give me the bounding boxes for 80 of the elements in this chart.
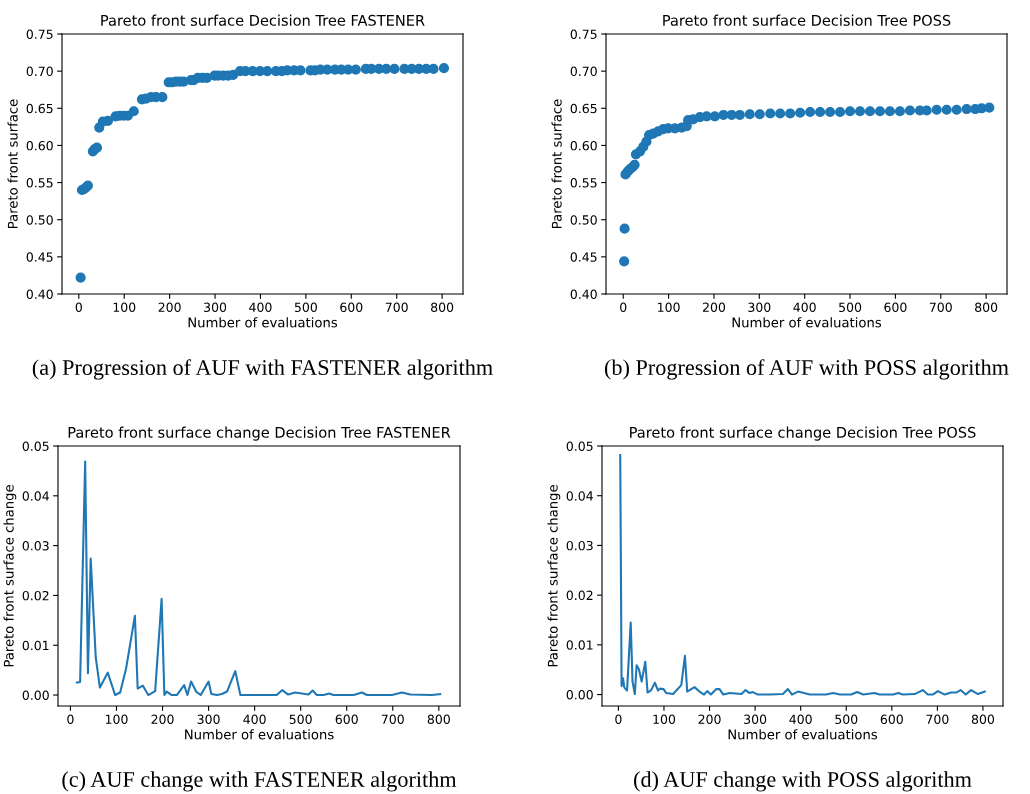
x-tick-label: 500 [835,714,858,725]
y-tick-label: 0.45 [26,252,53,262]
y-tick-label: 0.05 [566,441,593,451]
x-tick-label: 400 [789,714,812,725]
y-tick-label: 0.50 [26,215,53,225]
x-tick-label: 600 [880,714,903,725]
x-tick-label: 300 [748,302,771,313]
y-tick-label: 0.04 [566,491,593,501]
y-tick-label: 0.01 [22,640,49,651]
y-tick-label: 0.55 [26,178,53,188]
y-tick-label: 0.55 [570,178,597,188]
text: (c) AUF change with FASTENER algorithm [62,771,457,792]
chart-title: Pareto front surface change Decision Tree FASTENER [68,426,451,441]
x-tick-label: 300 [744,714,767,725]
x-tick-label: 800 [431,302,454,313]
x-tick-label: 800 [971,714,995,725]
text: (d) AUF change with POSS algorithm [634,771,972,792]
x-tick-label: 700 [385,302,408,313]
y-tick-label: 0.50 [570,215,597,225]
x-tick-label: 800 [427,714,450,725]
y-tick-label: 0.02 [22,590,49,601]
x-tick-label: 0 [620,302,627,313]
y-tick-label: 0.04 [22,491,49,501]
chart-title: Pareto front surface Decision Tree FASTENER [101,14,425,26]
y-axis-title: Pareto front surface change [547,485,561,667]
y-tick-label: 0.40 [26,289,53,299]
y-tick-label: 0.70 [26,66,53,77]
x-tick-label: 200 [702,302,726,313]
chart-title: Pareto front surface Decision Tree POSS [663,14,951,26]
y-tick-label: 0.75 [26,29,53,39]
y-tick-label: 0.03 [566,540,593,551]
y-axis-title: Pareto front surface change [3,485,17,667]
x-tick-label: 500 [289,714,312,725]
x-axis-title: Number of evaluations [728,729,878,740]
chart-title: Pareto front surface change Decision Tree POSS [630,426,976,441]
y-tick-label: 0.75 [570,29,597,39]
x-tick-label: 200 [151,714,174,725]
x-tick-label: 700 [381,714,404,725]
x-tick-label: 500 [839,302,862,313]
y-tick-label: 0.05 [22,441,49,451]
x-tick-label: 600 [335,714,358,725]
y-tick-label: 0.40 [570,289,597,299]
text: (a) Progression of AUF with FASTENER algorithm [32,359,493,380]
y-tick-label: 0.70 [570,66,597,77]
x-axis-title: Number of evaluations [185,729,334,740]
x-tick-label: 300 [204,302,227,313]
x-tick-label: 800 [975,302,998,313]
y-axis-title: Pareto front surface [7,99,18,228]
x-tick-label: 600 [884,302,907,313]
x-tick-label: 200 [698,714,721,725]
x-tick-label: 400 [249,302,272,313]
y-axis-title: Pareto front surface [551,99,562,228]
x-tick-label: 100 [653,714,676,725]
x-tick-label: 0 [75,302,82,313]
x-tick-label: 0 [615,714,622,725]
y-tick-label: 0.03 [22,541,49,551]
x-tick-label: 100 [105,714,128,725]
x-tick-label: 300 [197,714,220,725]
x-tick-label: 100 [658,302,680,313]
x-tick-label: 600 [340,302,363,313]
x-axis-title: Number of evaluations [188,317,338,328]
y-tick-label: 0.60 [570,140,597,151]
text: (b) Progression of AUF with POSS algorithm [605,359,1009,380]
x-axis-title: Number of evaluations [732,317,882,328]
y-tick-label: 0.45 [570,252,597,262]
y-tick-label: 0.01 [566,640,593,650]
x-tick-label: 500 [294,302,317,313]
x-tick-label: 700 [929,302,952,313]
x-tick-label: 400 [793,302,816,313]
y-tick-label: 0.65 [26,103,53,114]
x-tick-label: 400 [243,714,266,725]
y-tick-label: 0.60 [26,140,53,151]
y-tick-label: 0.65 [570,103,597,114]
x-tick-label: 0 [67,714,74,725]
y-tick-label: 0.00 [22,690,49,700]
x-tick-label: 700 [926,714,949,725]
y-tick-label: 0.02 [566,590,593,601]
x-tick-label: 100 [113,302,136,313]
x-tick-label: 200 [158,302,181,313]
y-tick-label: 0.00 [566,690,593,700]
